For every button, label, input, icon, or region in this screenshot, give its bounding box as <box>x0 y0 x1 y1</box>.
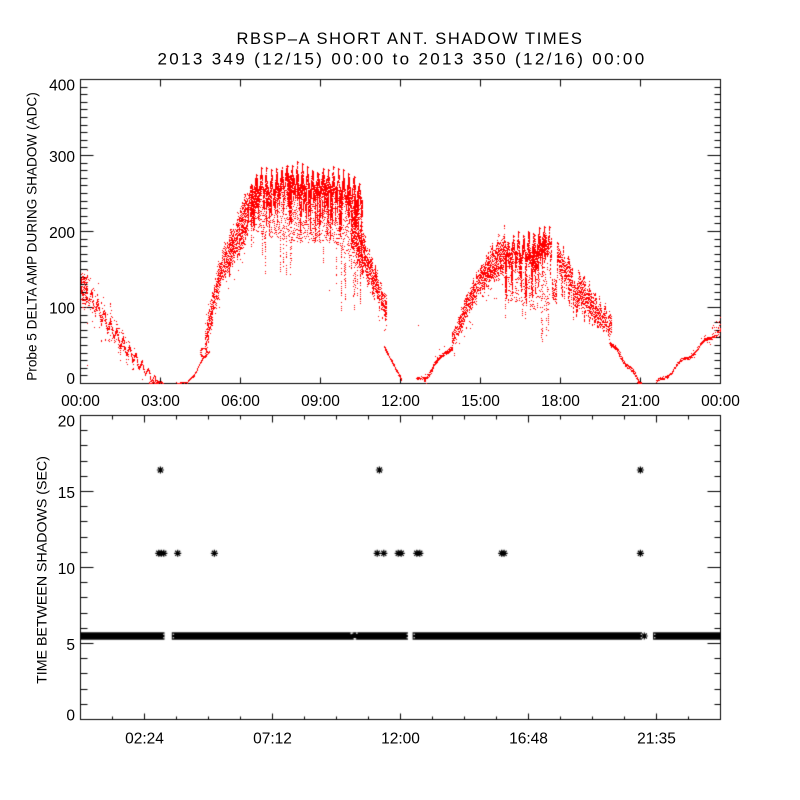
svg-text:03:00: 03:00 <box>141 393 180 410</box>
svg-text:RBSP–A SHORT ANT. SHADOW TIMES: RBSP–A SHORT ANT. SHADOW TIMES <box>237 30 584 48</box>
svg-text:00:00: 00:00 <box>61 393 100 410</box>
svg-text:06:00: 06:00 <box>221 393 260 410</box>
svg-text:16:48: 16:48 <box>509 731 548 748</box>
svg-text:15: 15 <box>58 485 75 502</box>
svg-text:12:00: 12:00 <box>381 731 420 748</box>
svg-text:400: 400 <box>49 78 75 95</box>
svg-text:Probe 5 DELTA AMP DURING SHADO: Probe 5 DELTA AMP DURING SHADOW (ADC) <box>25 92 40 381</box>
svg-text:02:24: 02:24 <box>125 731 164 748</box>
svg-text:15:00: 15:00 <box>461 393 500 410</box>
svg-text:21:35: 21:35 <box>637 731 676 748</box>
svg-text:0: 0 <box>66 371 75 388</box>
svg-text:10: 10 <box>58 561 76 578</box>
svg-text:100: 100 <box>49 301 75 318</box>
svg-text:300: 300 <box>49 149 75 166</box>
svg-text:09:00: 09:00 <box>301 393 340 410</box>
svg-text:5: 5 <box>66 637 75 654</box>
svg-text:18:00: 18:00 <box>541 393 580 410</box>
svg-text:20: 20 <box>58 413 76 430</box>
svg-text:00:00: 00:00 <box>701 393 740 410</box>
svg-text:21:00: 21:00 <box>621 393 660 410</box>
svg-text:07:12: 07:12 <box>253 731 292 748</box>
svg-text:2013 349 (12/15) 00:00 to 2013: 2013 349 (12/15) 00:00 to 2013 350 (12/1… <box>158 50 647 69</box>
svg-text:TIME BETWEEN SHADOWS (SEC): TIME BETWEEN SHADOWS (SEC) <box>35 456 51 684</box>
svg-text:0: 0 <box>66 707 75 724</box>
svg-text:200: 200 <box>49 225 75 242</box>
svg-text:12:00: 12:00 <box>381 393 420 410</box>
